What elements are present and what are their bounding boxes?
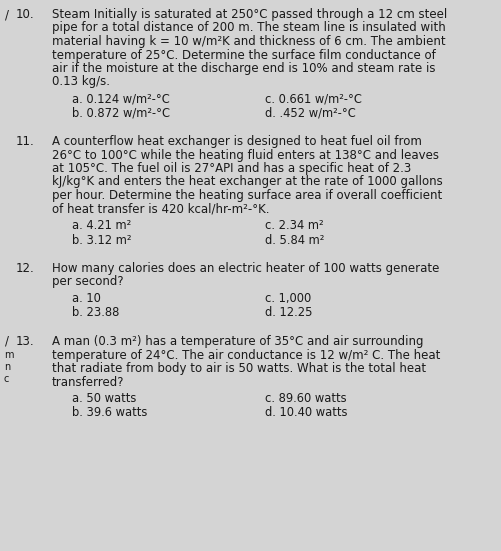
Text: 26°C to 100°C while the heating fluid enters at 138°C and leaves: 26°C to 100°C while the heating fluid en… [52,149,439,161]
Text: b. 0.872 w/m²-°C: b. 0.872 w/m²-°C [72,106,170,120]
Text: that radiate from body to air is 50 watts. What is the total heat: that radiate from body to air is 50 watt… [52,362,426,375]
Text: Steam Initially is saturated at 250°C passed through a 12 cm steel: Steam Initially is saturated at 250°C pa… [52,8,447,21]
Text: a. 10: a. 10 [72,292,101,305]
Text: c. 89.60 watts: c. 89.60 watts [265,392,347,405]
Text: /: / [5,8,9,21]
Text: /: / [5,335,9,348]
Text: temperature of 25°C. Determine the surface film conductance of: temperature of 25°C. Determine the surfa… [52,48,436,62]
Text: 12.: 12. [16,262,35,275]
Text: air if the moisture at the discharge end is 10% and steam rate is: air if the moisture at the discharge end… [52,62,435,75]
Text: per hour. Determine the heating surface area if overall coefficient: per hour. Determine the heating surface … [52,189,442,202]
Text: 10.: 10. [16,8,35,21]
Text: d. .452 w/m²-°C: d. .452 w/m²-°C [265,106,356,120]
Text: A counterflow heat exchanger is designed to heat fuel oil from: A counterflow heat exchanger is designed… [52,135,422,148]
Text: material having k = 10 w/m²K and thickness of 6 cm. The ambient: material having k = 10 w/m²K and thickne… [52,35,445,48]
Text: a. 50 watts: a. 50 watts [72,392,136,405]
Text: a. 4.21 m²: a. 4.21 m² [72,219,131,232]
Text: 0.13 kg/s.: 0.13 kg/s. [52,75,110,89]
Text: d. 10.40 watts: d. 10.40 watts [265,407,348,419]
Text: c: c [4,374,10,384]
Text: 11.: 11. [16,135,35,148]
Text: m: m [4,350,14,360]
Text: How many calories does an electric heater of 100 watts generate: How many calories does an electric heate… [52,262,439,275]
Text: A man (0.3 m²) has a temperature of 35°C and air surrounding: A man (0.3 m²) has a temperature of 35°C… [52,335,423,348]
Text: b. 39.6 watts: b. 39.6 watts [72,407,147,419]
Text: b. 23.88: b. 23.88 [72,306,119,320]
Text: c. 0.661 w/m²-°C: c. 0.661 w/m²-°C [265,92,362,105]
Text: a. 0.124 w/m²-°C: a. 0.124 w/m²-°C [72,92,170,105]
Text: d. 12.25: d. 12.25 [265,306,313,320]
Text: 13.: 13. [16,335,35,348]
Text: b. 3.12 m²: b. 3.12 m² [72,234,131,246]
Text: at 105°C. The fuel oil is 27°API and has a specific heat of 2.3: at 105°C. The fuel oil is 27°API and has… [52,162,411,175]
Text: kJ/kg°K and enters the heat exchanger at the rate of 1000 gallons: kJ/kg°K and enters the heat exchanger at… [52,176,443,188]
Text: transferred?: transferred? [52,375,125,388]
Text: c. 2.34 m²: c. 2.34 m² [265,219,324,232]
Text: of heat transfer is 420 kcal/hr-m²-°K.: of heat transfer is 420 kcal/hr-m²-°K. [52,203,270,215]
Text: pipe for a total distance of 200 m. The steam line is insulated with: pipe for a total distance of 200 m. The … [52,21,446,35]
Text: temperature of 24°C. The air conductance is 12 w/m² C. The heat: temperature of 24°C. The air conductance… [52,348,440,361]
Text: c. 1,000: c. 1,000 [265,292,311,305]
Text: per second?: per second? [52,276,124,289]
Text: n: n [4,362,10,372]
Text: d. 5.84 m²: d. 5.84 m² [265,234,324,246]
